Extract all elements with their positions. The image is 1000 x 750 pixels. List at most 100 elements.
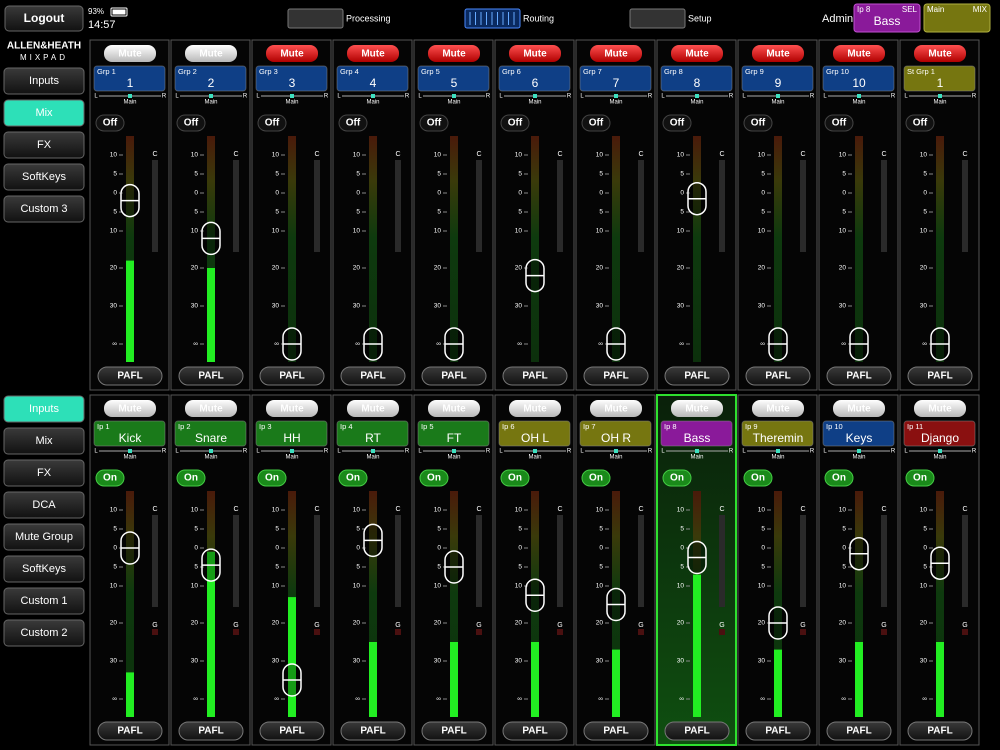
channel-name-box[interactable] [741, 65, 814, 92]
pafl-button[interactable] [340, 721, 406, 741]
channel-name-box[interactable] [822, 65, 895, 92]
nav-button[interactable] [3, 427, 85, 455]
switch-button[interactable] [257, 114, 287, 132]
pafl-button[interactable] [664, 366, 730, 386]
channel-name-box[interactable] [255, 65, 328, 92]
pafl-button[interactable] [907, 366, 973, 386]
mute-button[interactable] [428, 400, 480, 417]
switch-button[interactable] [824, 469, 854, 487]
switch-button[interactable] [419, 114, 449, 132]
mute-button[interactable] [590, 400, 642, 417]
mute-button[interactable] [509, 45, 561, 62]
pafl-button[interactable] [826, 721, 892, 741]
pafl-button[interactable] [826, 366, 892, 386]
nav-button[interactable] [3, 523, 85, 551]
pan-marker[interactable] [452, 94, 456, 98]
switch-button[interactable] [257, 469, 287, 487]
switch-button[interactable] [338, 114, 368, 132]
channel-name-box[interactable] [174, 420, 247, 447]
switch-button[interactable] [662, 469, 692, 487]
channel-name-box[interactable] [498, 65, 571, 92]
pafl-button[interactable] [907, 721, 973, 741]
channel-name-box[interactable] [417, 420, 490, 447]
switch-button[interactable] [824, 114, 854, 132]
nav-button[interactable] [3, 99, 85, 127]
channel-name-box[interactable] [579, 65, 652, 92]
channel-name-box[interactable] [93, 420, 166, 447]
switch-button[interactable] [500, 469, 530, 487]
channel-name-box[interactable] [93, 65, 166, 92]
pafl-button[interactable] [97, 366, 163, 386]
nav-button[interactable] [3, 195, 85, 223]
mute-button[interactable] [509, 400, 561, 417]
pan-marker[interactable] [695, 449, 699, 453]
switch-button[interactable] [95, 469, 125, 487]
pafl-button[interactable] [259, 721, 325, 741]
mute-button[interactable] [185, 45, 237, 62]
mute-button[interactable] [671, 45, 723, 62]
switch-button[interactable] [176, 114, 206, 132]
pan-marker[interactable] [614, 449, 618, 453]
channel-name-box[interactable] [336, 420, 409, 447]
tab-icon[interactable] [287, 8, 344, 29]
switch-button[interactable] [95, 114, 125, 132]
switch-button[interactable] [905, 114, 935, 132]
switch-button[interactable] [500, 114, 530, 132]
pan-marker[interactable] [857, 449, 861, 453]
pan-marker[interactable] [128, 449, 132, 453]
switch-button[interactable] [581, 114, 611, 132]
nav-button[interactable] [3, 131, 85, 159]
channel-name-box[interactable] [417, 65, 490, 92]
channel-name-box[interactable] [903, 65, 976, 92]
channel-name-box[interactable] [903, 420, 976, 447]
switch-button[interactable] [419, 469, 449, 487]
pan-marker[interactable] [938, 94, 942, 98]
pafl-button[interactable] [259, 366, 325, 386]
nav-button[interactable] [3, 163, 85, 191]
nav-button[interactable] [3, 619, 85, 647]
mute-button[interactable] [104, 45, 156, 62]
channel-name-box[interactable] [498, 420, 571, 447]
nav-button[interactable] [3, 395, 85, 423]
pafl-button[interactable] [664, 721, 730, 741]
switch-button[interactable] [662, 114, 692, 132]
mute-button[interactable] [914, 45, 966, 62]
pafl-button[interactable] [583, 366, 649, 386]
switch-button[interactable] [743, 114, 773, 132]
mix-selector[interactable] [923, 3, 991, 33]
pafl-button[interactable] [502, 366, 568, 386]
pafl-button[interactable] [178, 721, 244, 741]
mute-button[interactable] [185, 400, 237, 417]
channel-name-box[interactable] [741, 420, 814, 447]
pan-marker[interactable] [776, 449, 780, 453]
channel-name-box[interactable] [336, 65, 409, 92]
channel-name-box[interactable] [174, 65, 247, 92]
logout-button[interactable] [4, 5, 84, 32]
pan-marker[interactable] [128, 94, 132, 98]
pan-marker[interactable] [695, 94, 699, 98]
pan-marker[interactable] [452, 449, 456, 453]
pan-marker[interactable] [938, 449, 942, 453]
switch-button[interactable] [905, 469, 935, 487]
mute-button[interactable] [266, 45, 318, 62]
mute-button[interactable] [347, 45, 399, 62]
pafl-button[interactable] [745, 721, 811, 741]
pan-marker[interactable] [776, 94, 780, 98]
switch-button[interactable] [338, 469, 368, 487]
mute-button[interactable] [347, 400, 399, 417]
mute-button[interactable] [266, 400, 318, 417]
pan-marker[interactable] [290, 94, 294, 98]
pafl-button[interactable] [340, 366, 406, 386]
channel-name-box[interactable] [822, 420, 895, 447]
channel-name-box[interactable] [660, 65, 733, 92]
tab-icon[interactable] [629, 8, 686, 29]
channel-name-box[interactable] [660, 420, 733, 447]
mute-button[interactable] [428, 45, 480, 62]
pan-marker[interactable] [533, 449, 537, 453]
switch-button[interactable] [581, 469, 611, 487]
switch-button[interactable] [176, 469, 206, 487]
nav-button[interactable] [3, 459, 85, 487]
mute-button[interactable] [833, 400, 885, 417]
nav-button[interactable] [3, 491, 85, 519]
mute-button[interactable] [590, 45, 642, 62]
